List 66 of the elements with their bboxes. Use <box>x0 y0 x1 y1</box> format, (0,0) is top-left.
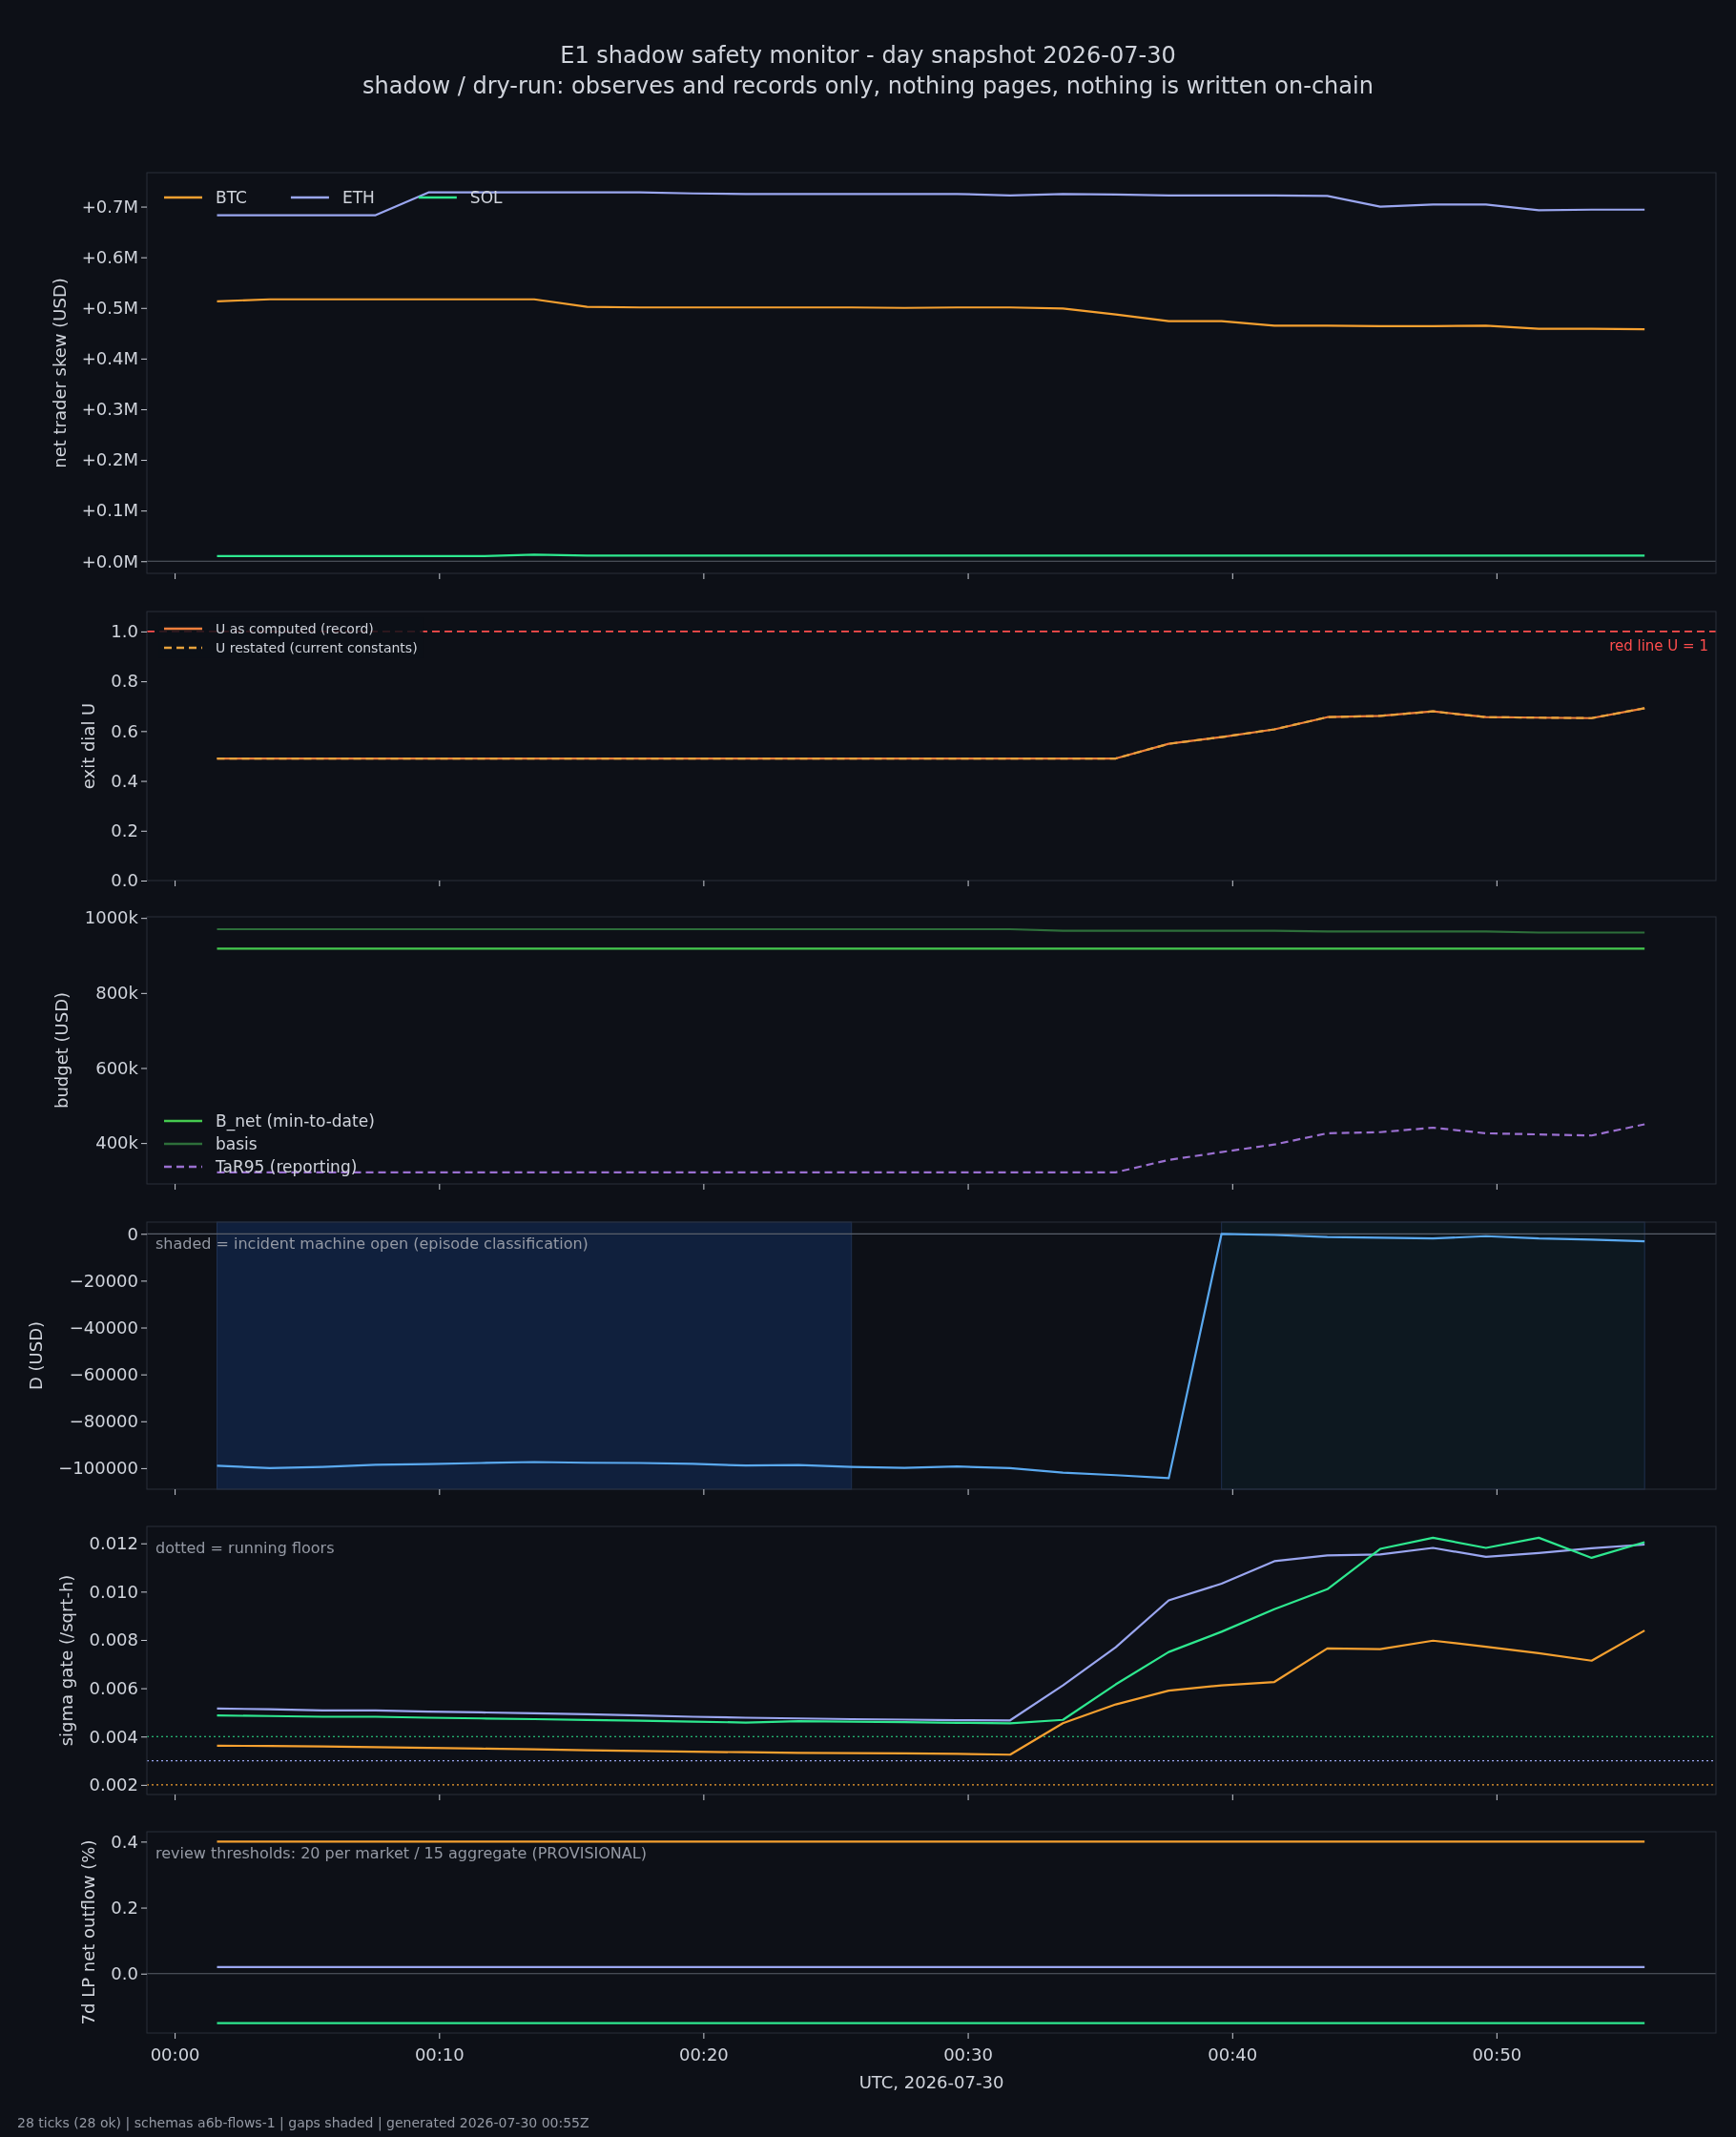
x-tick-label: 00:10 <box>414 2044 465 2064</box>
y-tick-label: 0.0 <box>111 1963 138 1983</box>
line-series <box>216 191 1646 217</box>
y-tick-label: +0.6M <box>81 246 138 267</box>
y-tick-label: 0 <box>127 1223 138 1244</box>
y-tick-label: 0.006 <box>89 1677 138 1698</box>
legend-label: basis <box>216 1133 258 1153</box>
legend-label: SOL <box>469 187 504 207</box>
y-tick-label: 0.002 <box>89 1774 138 1795</box>
chart-subtitle: shadow / dry-run: observes and records only, nothing pages, nothing is written on-chain <box>362 73 1374 99</box>
legend-label: ETH <box>341 187 375 207</box>
annotation: review thresholds: 20 per market / 15 aggregate (PROVISIONAL) <box>155 1844 647 1862</box>
x-tick-label: 00:50 <box>1472 2044 1522 2064</box>
x-tick-label: 00:40 <box>1208 2044 1258 2064</box>
y-tick-label: −80000 <box>69 1411 138 1432</box>
line-series <box>216 707 1646 760</box>
legend-label: U as computed (record) <box>216 620 374 636</box>
y-tick-label: 0.2 <box>111 820 138 841</box>
y-tick-label: 0.2 <box>111 1897 138 1918</box>
y-tick-label: +0.5M <box>81 298 138 319</box>
x-tick-label: 00:30 <box>943 2044 994 2064</box>
y-tick-label: 1.0 <box>111 621 138 642</box>
y-axis-title: sigma gate (/sqrt-h) <box>56 1574 77 1747</box>
y-tick-label: +0.4M <box>81 348 138 369</box>
chart-title: E1 shadow safety monitor - day snapshot 2026-07-30 <box>560 42 1176 69</box>
y-tick-label: 0.004 <box>89 1726 138 1747</box>
y-tick-label: −20000 <box>69 1270 138 1291</box>
y-tick-label: 800k <box>95 983 139 1004</box>
y-tick-label: 1000k <box>84 907 139 928</box>
y-tick-label: 0.010 <box>89 1581 138 1602</box>
line-series <box>216 1629 1646 1756</box>
y-tick-label: 0.008 <box>89 1629 138 1650</box>
legend-label: BTC <box>216 187 247 207</box>
annotation: dotted = running floors <box>155 1539 335 1557</box>
ref-line-label: red line U = 1 <box>1609 636 1708 654</box>
y-tick-label: +0.0M <box>81 550 138 571</box>
text: 28 ticks (28 ok) | schemas a6b-flows-1 | gaps shaded | generated 2026-07-30 00:55Z <box>17 2115 589 2131</box>
legend-label: U restated (current constants) <box>216 639 418 655</box>
y-tick-label: +0.3M <box>81 399 138 420</box>
y-axis-title: budget (USD) <box>52 991 72 1110</box>
y-tick-label: 0.0 <box>111 870 138 891</box>
y-tick-label: +0.1M <box>81 500 138 521</box>
y-axis-title: D (USD) <box>26 1320 47 1391</box>
annotation: shaded = incident machine open (episode classification) <box>155 1234 589 1253</box>
x-tick-label: 00:00 <box>150 2044 200 2064</box>
y-tick-label: −40000 <box>69 1317 138 1338</box>
y-tick-label: −100000 <box>58 1458 138 1479</box>
y-tick-label: 0.4 <box>111 1831 138 1852</box>
y-tick-label: +0.2M <box>81 449 138 470</box>
line-series <box>216 1233 1646 1480</box>
legend-label: B_net (min-to-date) <box>216 1110 375 1131</box>
line-series <box>216 298 1646 331</box>
x-axis-title: UTC, 2026-07-30 <box>858 2072 1004 2092</box>
y-tick-label: −60000 <box>69 1363 138 1384</box>
y-tick-label: 400k <box>95 1132 139 1153</box>
y-tick-label: 600k <box>95 1057 139 1078</box>
legend-label: TaR95 (reporting) <box>215 1156 358 1176</box>
y-tick-label: +0.7M <box>81 196 138 217</box>
y-axis-title: 7d LP net outflow (%) <box>78 1839 99 2025</box>
y-tick-label: 0.4 <box>111 770 138 791</box>
y-axis-title: net trader skew (USD) <box>49 278 70 468</box>
y-tick-label: 0.6 <box>111 720 138 741</box>
y-tick-label: 0.8 <box>111 671 138 692</box>
y-tick-label: 0.012 <box>89 1532 138 1553</box>
y-axis-title: exit dial U <box>78 702 99 790</box>
x-tick-label: 00:20 <box>678 2044 729 2064</box>
